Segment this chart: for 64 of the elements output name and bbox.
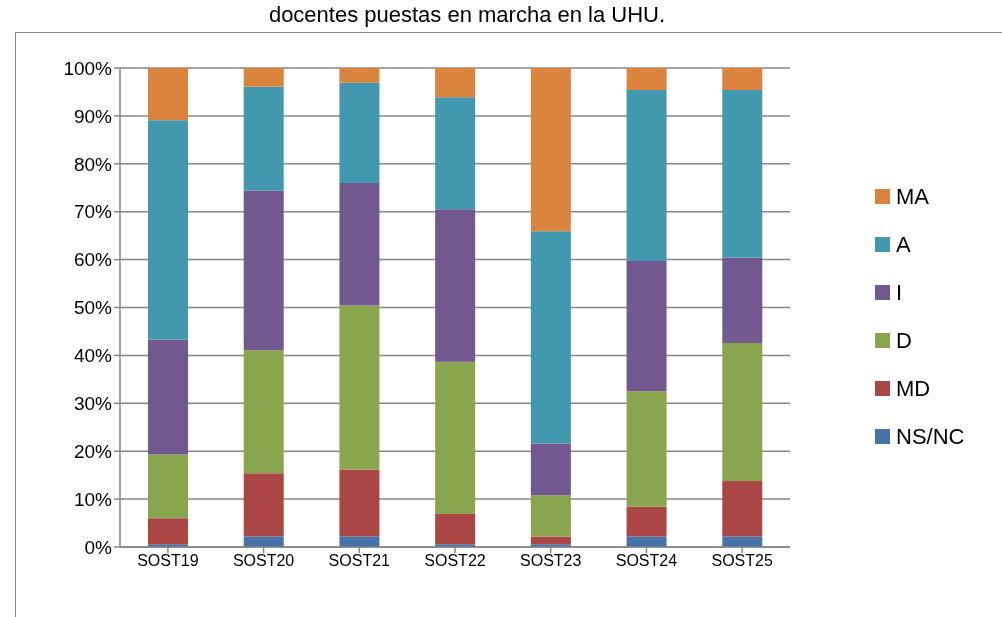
bar xyxy=(243,473,284,537)
y-tick-label: 90% xyxy=(73,105,113,127)
bar xyxy=(722,536,763,547)
bar xyxy=(148,339,188,455)
bar xyxy=(626,391,667,507)
x-tick-label: SOST25 xyxy=(711,552,773,570)
y-tick-label: 0% xyxy=(84,536,113,558)
bar xyxy=(339,305,380,470)
bar xyxy=(530,536,571,545)
x-tick-label: SOST19 xyxy=(137,552,199,570)
y-tick-label: 50% xyxy=(73,297,113,319)
y-tick-label: 40% xyxy=(73,345,113,367)
bar xyxy=(530,495,571,537)
x-tick-label: SOST22 xyxy=(424,552,486,570)
bar xyxy=(530,443,571,496)
legend-label: I xyxy=(896,279,903,306)
x-tick-label: SOST24 xyxy=(615,552,678,570)
y-tick-label: 70% xyxy=(73,201,113,223)
y-tick-label: 80% xyxy=(73,153,113,175)
bar xyxy=(435,97,476,210)
bar xyxy=(243,536,284,547)
bar xyxy=(243,350,284,474)
bar xyxy=(339,82,380,183)
x-tick-label: SOST23 xyxy=(520,552,582,570)
bar xyxy=(339,68,380,83)
bar xyxy=(626,90,667,262)
bar xyxy=(339,536,380,547)
y-tick-label: 30% xyxy=(73,393,113,415)
bar xyxy=(722,90,763,258)
y-tick-label: 10% xyxy=(73,488,113,510)
bar xyxy=(530,231,571,444)
x-tick-label: SOST20 xyxy=(232,552,295,570)
bar xyxy=(722,342,763,481)
bar xyxy=(435,513,476,545)
bar xyxy=(148,454,188,519)
bar xyxy=(722,68,763,91)
bar xyxy=(243,190,284,351)
bar xyxy=(626,68,667,91)
bar xyxy=(148,120,188,340)
bar xyxy=(722,257,763,343)
chart-title: docentes puestas en marcha en la UHU. xyxy=(267,2,667,28)
x-tick-label: SOST21 xyxy=(328,552,391,570)
bar xyxy=(626,536,667,547)
bar xyxy=(339,469,380,537)
y-tick-label: 100% xyxy=(63,57,113,79)
bar xyxy=(243,86,284,191)
legend-label: D xyxy=(896,327,912,354)
legend-label: A xyxy=(896,231,911,258)
bar xyxy=(435,68,476,98)
bar xyxy=(339,182,380,306)
bar xyxy=(626,261,667,392)
legend-label: NS/NC xyxy=(896,423,965,450)
bar xyxy=(148,518,188,545)
bar xyxy=(148,68,188,121)
bar xyxy=(626,506,667,537)
bar xyxy=(530,68,571,232)
bar xyxy=(722,480,763,537)
y-tick-label: 20% xyxy=(73,440,113,462)
legend-label: MA xyxy=(896,183,929,210)
bar xyxy=(435,209,476,362)
y-tick-label: 60% xyxy=(73,249,113,271)
bar xyxy=(243,68,284,87)
bar xyxy=(435,361,476,514)
legend-label: MD xyxy=(896,375,931,402)
